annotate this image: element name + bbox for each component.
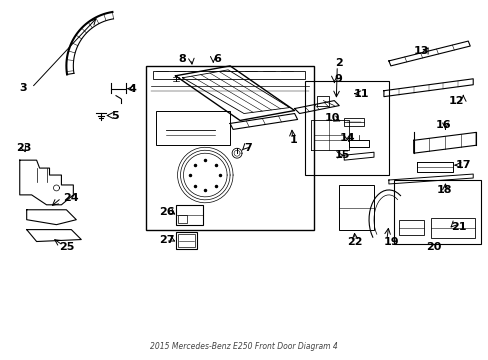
Bar <box>175 231 197 249</box>
Text: 26: 26 <box>158 207 174 217</box>
Text: 17: 17 <box>454 160 470 170</box>
Text: 19: 19 <box>383 237 399 247</box>
Text: 7: 7 <box>244 143 251 153</box>
Text: 2: 2 <box>335 58 343 68</box>
Text: 10: 10 <box>324 113 339 123</box>
Bar <box>304 81 388 175</box>
Text: 20: 20 <box>426 243 441 252</box>
Text: 4: 4 <box>129 84 137 94</box>
Text: 16: 16 <box>435 121 450 130</box>
Bar <box>339 185 373 230</box>
Text: 14: 14 <box>339 133 354 143</box>
Text: 8: 8 <box>178 54 186 64</box>
Bar <box>393 180 480 244</box>
Text: 23: 23 <box>16 143 31 153</box>
Text: 13: 13 <box>413 46 428 56</box>
Bar <box>344 118 364 126</box>
Bar <box>398 220 423 235</box>
Text: 1: 1 <box>289 135 297 145</box>
Text: 2015 Mercedes-Benz E250 Front Door Diagram 4: 2015 Mercedes-Benz E250 Front Door Diagr… <box>150 342 337 351</box>
Text: 3: 3 <box>20 83 27 93</box>
Text: 25: 25 <box>60 243 75 252</box>
Text: 24: 24 <box>63 193 79 203</box>
Text: 15: 15 <box>334 150 349 160</box>
Bar <box>175 205 203 225</box>
Text: 22: 22 <box>346 237 362 247</box>
Bar <box>145 66 314 230</box>
Text: 5: 5 <box>111 111 119 121</box>
Bar <box>152 71 304 79</box>
Text: 6: 6 <box>213 54 221 64</box>
Bar <box>177 234 195 247</box>
Bar <box>177 215 187 223</box>
Bar <box>429 218 474 238</box>
Text: 21: 21 <box>450 222 466 231</box>
Bar <box>155 111 230 145</box>
Text: 12: 12 <box>447 96 463 105</box>
Text: 11: 11 <box>353 89 369 99</box>
Text: 18: 18 <box>436 185 451 195</box>
Text: 9: 9 <box>334 74 342 84</box>
Text: 27: 27 <box>158 234 174 244</box>
